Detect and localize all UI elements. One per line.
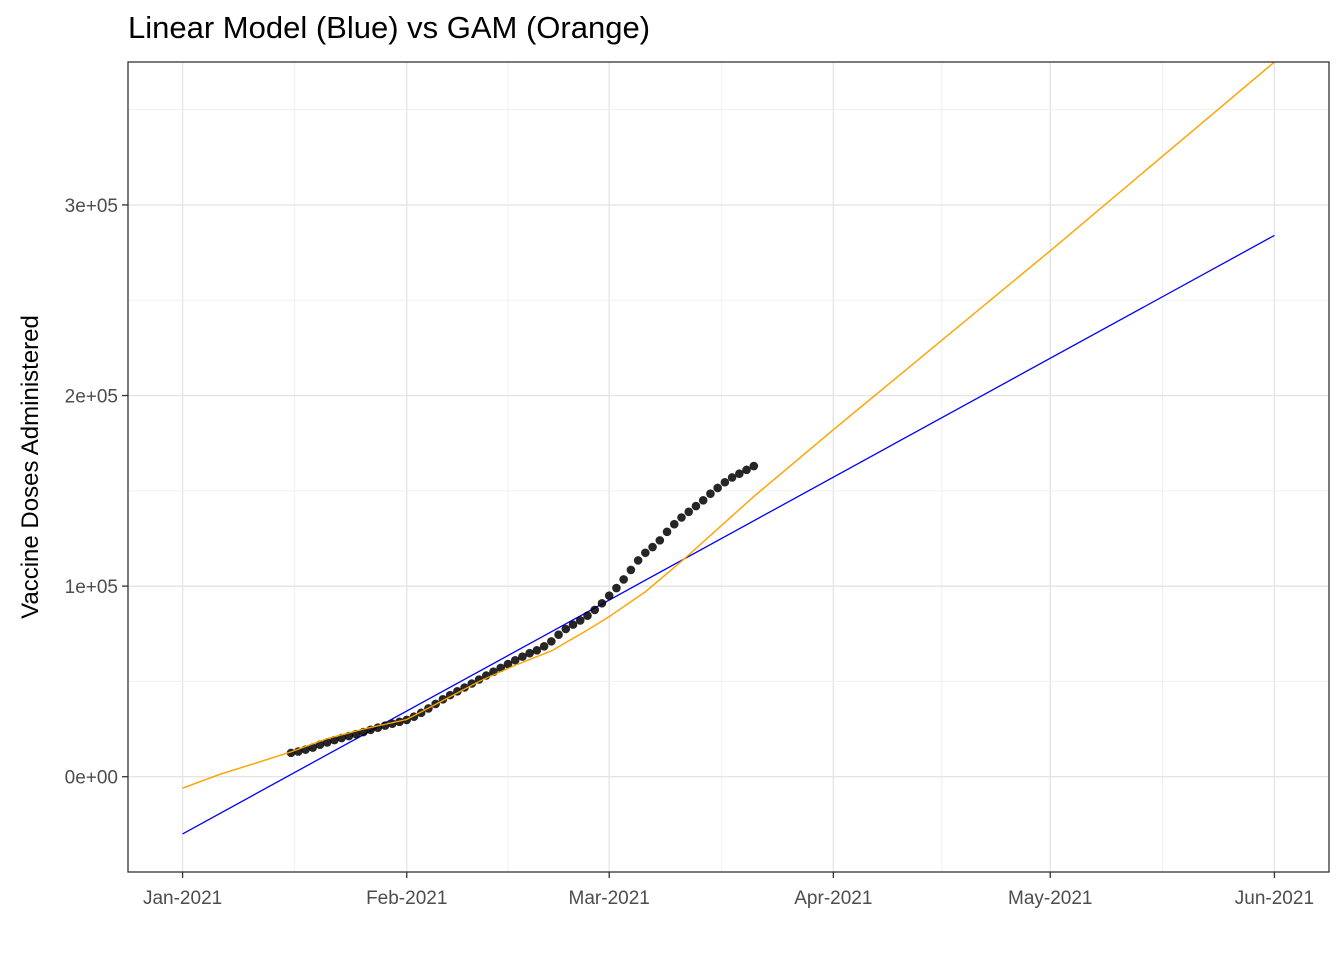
data-point	[395, 717, 404, 727]
data-point	[641, 548, 650, 558]
data-point	[583, 611, 592, 620]
y-axis-title: Vaccine Doses Administered	[17, 315, 44, 619]
data-point	[691, 501, 701, 511]
data-point	[597, 598, 607, 608]
data-point	[619, 575, 628, 584]
data-point	[648, 542, 657, 552]
y-tick-label: 1e+05	[65, 577, 118, 598]
data-point	[322, 738, 332, 747]
x-tick-label: Feb-2021	[366, 888, 447, 909]
chart-title: Linear Model (Blue) vs GAM (Orange)	[128, 10, 651, 45]
y-tick-label: 3e+05	[65, 196, 118, 217]
data-point	[706, 489, 715, 498]
data-point	[539, 642, 549, 651]
data-point	[568, 620, 578, 629]
data-point	[633, 556, 643, 565]
data-point	[655, 536, 665, 545]
y-tick-label: 2e+05	[65, 387, 118, 408]
data-point	[735, 469, 744, 478]
data-point	[698, 496, 708, 505]
data-point	[308, 743, 318, 752]
plot-panel-border	[127, 61, 1330, 873]
data-point	[720, 477, 730, 487]
axes: Jan-2021 Feb-2021 Mar-2021 Apr-2021 May-2021…	[65, 196, 1314, 909]
data-point	[626, 565, 636, 575]
data-point	[669, 519, 679, 529]
data-point	[330, 735, 339, 745]
x-tick-label: Apr-2021	[794, 888, 872, 909]
x-tick-label: Mar-2021	[569, 888, 650, 909]
data-point	[547, 637, 556, 646]
y-tick-label: 0e+00	[65, 768, 118, 789]
data-point	[684, 507, 694, 517]
data-point	[677, 513, 686, 522]
data-point	[532, 646, 542, 655]
series-layer	[182, 61, 1275, 835]
data-point	[749, 461, 759, 471]
data-point	[742, 465, 751, 475]
data-point	[590, 605, 600, 615]
data-point	[503, 659, 513, 669]
data-point	[510, 655, 520, 665]
data-point	[713, 483, 722, 493]
data-point	[561, 624, 571, 634]
series-line-1	[182, 61, 1275, 789]
data-point	[604, 591, 614, 600]
series-line-0	[182, 234, 1275, 835]
x-tick-label: May-2021	[1008, 888, 1093, 909]
series-line-overlay-1	[182, 61, 1275, 789]
data-point	[518, 652, 527, 661]
data-point	[554, 630, 563, 640]
x-tick-label: Jun-2021	[1235, 888, 1314, 909]
data-point	[575, 616, 585, 625]
grid	[128, 62, 1329, 873]
x-tick-label: Jan-2021	[143, 888, 222, 909]
data-point	[525, 648, 534, 658]
data-point	[727, 473, 737, 482]
data-point	[612, 583, 621, 593]
data-point	[474, 675, 484, 684]
data-point	[662, 527, 672, 537]
